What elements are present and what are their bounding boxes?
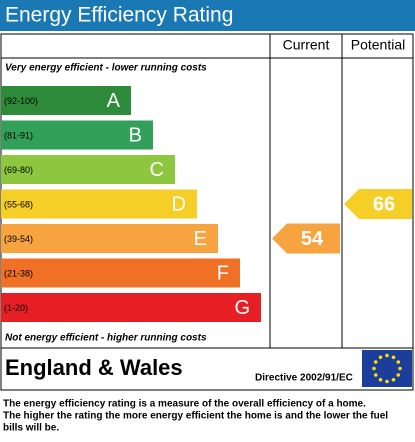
rating-arrow <box>344 189 412 219</box>
band <box>1 120 153 150</box>
band-range: (21-38) <box>4 268 33 278</box>
title: Energy Efficiency Rating <box>5 4 233 27</box>
current-header: Current <box>283 37 330 53</box>
bottom-note: Not energy efficient - higher running co… <box>5 333 207 344</box>
rating-value: 66 <box>373 193 395 215</box>
band-range: (55-68) <box>4 199 33 209</box>
band-range: (69-80) <box>4 165 33 175</box>
band <box>1 293 261 322</box>
flag-star <box>385 379 389 384</box>
region: England & Wales <box>5 355 183 380</box>
band-range: (39-54) <box>4 234 33 244</box>
band-range: (1-20) <box>4 303 28 313</box>
flag-star <box>396 360 401 364</box>
potential-header: Potential <box>351 37 405 53</box>
band-letter: D <box>172 193 186 215</box>
band-letter: A <box>107 90 121 112</box>
footer-line: bills will be. <box>3 423 59 434</box>
top-note: Very energy efficient - lower running co… <box>5 63 207 74</box>
band-range: (92-100) <box>4 96 38 106</box>
footer-line: The energy efficiency rating is a measur… <box>3 399 366 410</box>
flag-star <box>385 353 389 358</box>
band-letter: G <box>234 297 250 319</box>
flag-star <box>398 366 402 371</box>
flag-star <box>396 373 401 377</box>
band <box>1 189 197 219</box>
band <box>1 258 240 288</box>
flag-star <box>378 377 383 382</box>
flag-star <box>372 366 376 371</box>
band <box>1 224 218 253</box>
band-letter: E <box>194 228 207 250</box>
band <box>1 86 131 115</box>
band-letter: F <box>217 262 229 284</box>
band-letter: C <box>150 159 164 181</box>
title-bar <box>0 0 415 31</box>
flag-star <box>391 377 396 382</box>
footer-line: The higher the rating the more energy ef… <box>3 411 388 422</box>
flag-star <box>391 355 396 360</box>
rating-arrow <box>272 223 340 254</box>
flag-star <box>378 355 383 360</box>
flag-star <box>373 360 378 364</box>
flag-star <box>373 373 378 377</box>
rating-value: 54 <box>301 228 324 250</box>
band <box>1 155 175 184</box>
directive: Directive 2002/91/EC <box>255 373 353 384</box>
band-letter: B <box>129 124 142 146</box>
band-range: (81-91) <box>4 130 33 140</box>
